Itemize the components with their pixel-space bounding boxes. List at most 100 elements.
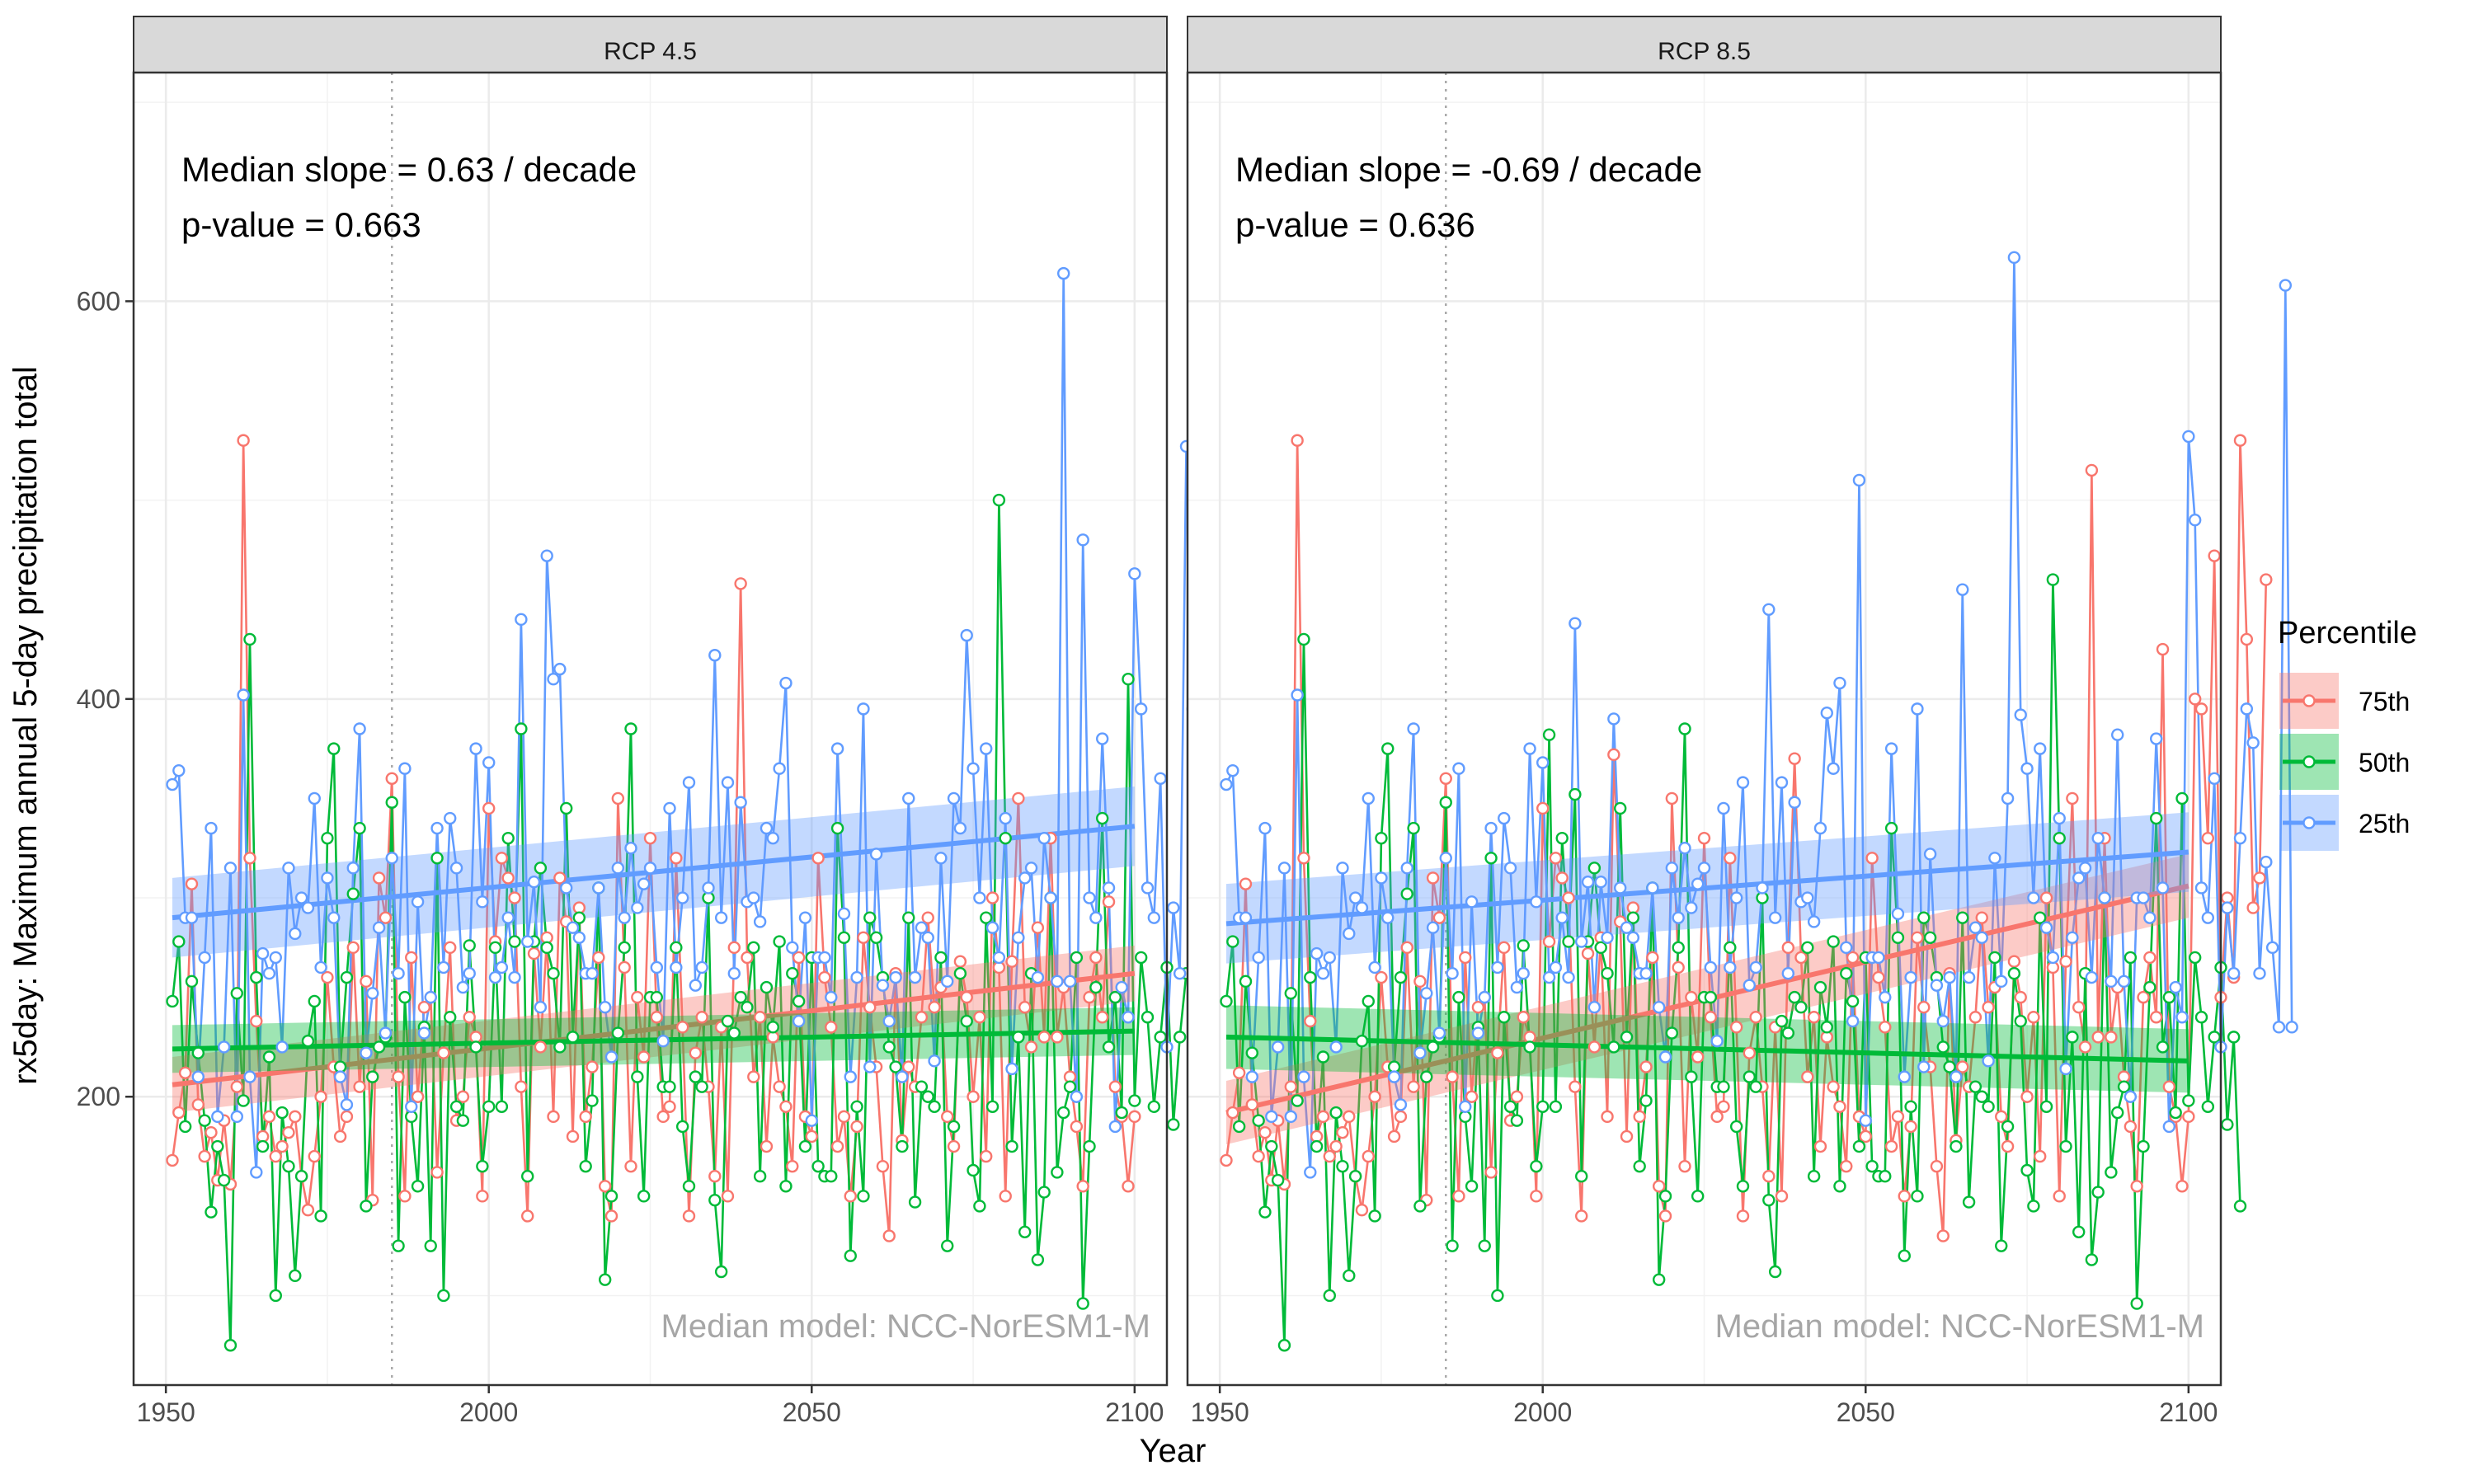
data-point-25th (1459, 1100, 1472, 1114)
data-point-75th (534, 1040, 548, 1054)
data-point-50th (2175, 791, 2189, 805)
data-point-75th (1284, 1080, 1298, 1093)
data-point-25th (230, 1110, 243, 1124)
data-point-50th (721, 1014, 735, 1028)
data-point-50th (695, 1080, 708, 1093)
data-point-75th (967, 1090, 980, 1103)
data-point-50th (1413, 1200, 1427, 1213)
data-point-25th (553, 662, 567, 676)
data-point-50th (1594, 941, 1607, 955)
data-point-75th (314, 1090, 327, 1103)
data-point-50th (262, 1050, 276, 1064)
data-point-25th (624, 842, 637, 855)
data-point-50th (779, 1180, 793, 1193)
data-point-75th (1407, 1080, 1420, 1093)
data-point-50th (1555, 831, 1569, 845)
data-point-25th (1439, 852, 1452, 865)
data-point-75th (1387, 1129, 1401, 1144)
data-point-50th (1840, 966, 1853, 980)
data-point-50th (2117, 1080, 2131, 1093)
data-point-75th (1095, 1011, 1109, 1024)
data-point-50th (1439, 796, 1452, 809)
data-point-75th (2020, 1090, 2034, 1103)
data-point-50th (1012, 1031, 1025, 1044)
data-point-25th (1070, 1090, 1084, 1103)
data-point-75th (1904, 1120, 1917, 1134)
data-point-50th (973, 1200, 986, 1213)
data-point-25th (2034, 742, 2047, 755)
data-point-75th (1452, 1190, 1465, 1203)
data-point-50th (586, 1094, 599, 1107)
data-point-50th (1620, 1031, 1634, 1044)
data-point-50th (1018, 1225, 1032, 1238)
data-point-75th (1801, 1070, 1814, 1083)
data-point-25th (876, 979, 890, 992)
data-point-50th (2130, 1297, 2143, 1310)
data-point-25th (1879, 990, 1892, 1004)
data-point-75th (2007, 955, 2021, 968)
data-point-75th (1426, 871, 1440, 885)
data-point-25th (250, 1166, 263, 1179)
data-point-75th (205, 1125, 218, 1139)
data-point-50th (1665, 1026, 1679, 1040)
data-point-25th (508, 970, 521, 984)
data-point-25th (1710, 1035, 1724, 1048)
data-point-25th (999, 811, 1012, 825)
data-point-50th (1523, 1040, 1536, 1054)
data-point-25th (2091, 831, 2105, 845)
data-point-50th (1089, 980, 1103, 994)
data-point-50th (2194, 1011, 2208, 1024)
data-point-25th (1362, 791, 1375, 805)
data-point-75th (1536, 801, 1550, 815)
data-point-75th (2066, 791, 2079, 805)
data-point-50th (1601, 966, 1614, 980)
data-point-75th (250, 1014, 263, 1028)
data-point-50th (1173, 1031, 1187, 1044)
data-point-75th (999, 1190, 1012, 1203)
data-point-50th (346, 887, 360, 900)
data-point-50th (243, 632, 256, 646)
data-point-75th (1581, 946, 1595, 960)
data-point-25th (844, 1070, 857, 1083)
data-point-50th (1420, 1070, 1433, 1083)
x-tick-label: 2050 (1837, 1397, 1895, 1427)
data-point-25th (482, 756, 496, 769)
data-point-75th (1549, 852, 1563, 865)
data-point-50th (896, 1139, 909, 1153)
data-point-75th (2260, 573, 2273, 586)
data-point-50th (1465, 1180, 1479, 1193)
data-point-50th (1503, 1100, 1517, 1114)
data-point-50th (1988, 951, 2001, 965)
data-point-50th (521, 1170, 534, 1183)
data-point-75th (1018, 1000, 1032, 1014)
facet-strip (1187, 16, 2222, 73)
data-point-25th (1012, 931, 1025, 944)
legend-label: 75th (2359, 687, 2410, 716)
data-point-25th (592, 881, 605, 895)
data-point-50th (1652, 1273, 1666, 1286)
data-point-50th (1717, 1080, 1730, 1093)
data-point-25th (2169, 980, 2182, 994)
data-point-75th (2053, 1190, 2066, 1203)
data-point-25th (1277, 862, 1291, 875)
data-point-25th (366, 987, 379, 1000)
data-point-75th (941, 1110, 954, 1124)
data-point-75th (1917, 1000, 1931, 1014)
data-point-25th (501, 911, 515, 924)
data-point-75th (243, 852, 256, 865)
data-point-50th (598, 1273, 612, 1286)
data-point-50th (1633, 1159, 1646, 1173)
data-point-25th (1917, 1060, 1931, 1073)
data-point-75th (1368, 1090, 1381, 1103)
data-point-50th (488, 941, 502, 955)
data-point-25th (1646, 881, 1659, 895)
data-point-75th (1510, 1090, 1524, 1103)
data-point-50th (2001, 1120, 2015, 1134)
data-point-25th (1672, 911, 1685, 924)
data-point-25th (618, 911, 631, 924)
data-point-50th (1226, 935, 1239, 948)
data-point-25th (1108, 1120, 1122, 1134)
data-point-75th (2175, 1180, 2189, 1193)
data-point-50th (921, 1090, 934, 1103)
data-point-75th (1697, 831, 1711, 845)
